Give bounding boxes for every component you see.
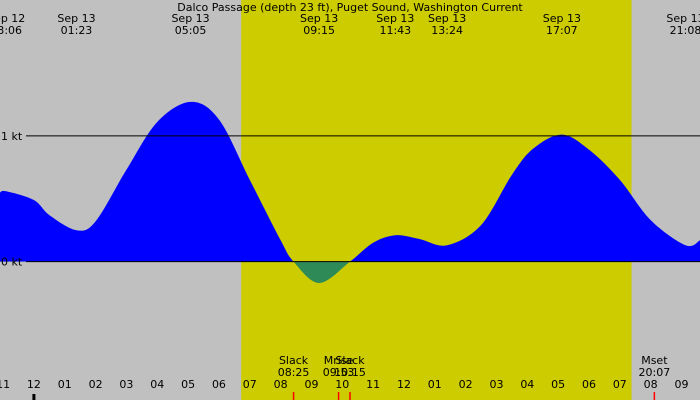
y-tick-label: 0 kt bbox=[1, 256, 23, 269]
extreme-time: 05:05 bbox=[175, 24, 207, 37]
x-tick-label: 11 bbox=[0, 378, 10, 391]
x-tick-label: 09 bbox=[674, 378, 688, 391]
event-time: 08:25 bbox=[278, 366, 310, 379]
extreme-date: Sep 13 bbox=[666, 12, 700, 25]
x-tick-label: 03 bbox=[489, 378, 503, 391]
y-tick-label: 1 kt bbox=[1, 130, 23, 143]
x-tick-label: 09 bbox=[304, 378, 318, 391]
x-tick-label: 07 bbox=[243, 378, 257, 391]
event-label: Slack bbox=[279, 354, 309, 367]
x-tick-label: 01 bbox=[58, 378, 72, 391]
x-tick-label: 06 bbox=[582, 378, 596, 391]
x-tick-label: 02 bbox=[89, 378, 103, 391]
extreme-date: Sep 13 bbox=[543, 12, 581, 25]
labels: Dalco Passage (depth 23 ft), Puget Sound… bbox=[0, 1, 700, 391]
extreme-time: 23:06 bbox=[0, 24, 22, 37]
x-tick-label: 07 bbox=[613, 378, 627, 391]
extreme-date: Sep 13 bbox=[428, 12, 466, 25]
extreme-time: 09:15 bbox=[303, 24, 335, 37]
x-tick-label: 04 bbox=[520, 378, 534, 391]
x-tick-label: 11 bbox=[366, 378, 380, 391]
x-tick-label: 03 bbox=[119, 378, 133, 391]
x-tick-label: 05 bbox=[551, 378, 565, 391]
extreme-date: Sep 13 bbox=[376, 12, 414, 25]
extreme-date: Sep 13 bbox=[57, 12, 95, 25]
event-label: Mset bbox=[641, 354, 668, 367]
event-time: 09:53 bbox=[323, 366, 355, 379]
x-tick-label: 12 bbox=[397, 378, 411, 391]
event-label: Slack bbox=[335, 354, 365, 367]
x-tick-label: 02 bbox=[459, 378, 473, 391]
event-time: 10:15 bbox=[334, 366, 366, 379]
x-tick-label: 01 bbox=[428, 378, 442, 391]
x-tick-label: 08 bbox=[644, 378, 658, 391]
ebb-area bbox=[293, 261, 350, 284]
extreme-date: Sep 13 bbox=[171, 12, 209, 25]
x-tick-label: 10 bbox=[335, 378, 349, 391]
x-tick-label: 12 bbox=[27, 378, 41, 391]
x-tick-label: 08 bbox=[274, 378, 288, 391]
x-tick-label: 06 bbox=[212, 378, 226, 391]
extreme-time: 21:08 bbox=[670, 24, 700, 37]
chart-title: Dalco Passage (depth 23 ft), Puget Sound… bbox=[177, 1, 523, 14]
extreme-time: 11:43 bbox=[379, 24, 411, 37]
flood-area bbox=[0, 101, 700, 262]
extreme-time: 17:07 bbox=[546, 24, 578, 37]
extreme-date: Sep 13 bbox=[300, 12, 338, 25]
plot bbox=[0, 101, 700, 400]
extreme-time: 13:24 bbox=[431, 24, 463, 37]
x-tick-label: 05 bbox=[181, 378, 195, 391]
extreme-date: Sep 12 bbox=[0, 12, 25, 25]
x-tick-label: 04 bbox=[150, 378, 164, 391]
event-time: 20:07 bbox=[639, 366, 671, 379]
event-label: Mrise bbox=[324, 354, 354, 367]
extreme-time: 01:23 bbox=[61, 24, 93, 37]
